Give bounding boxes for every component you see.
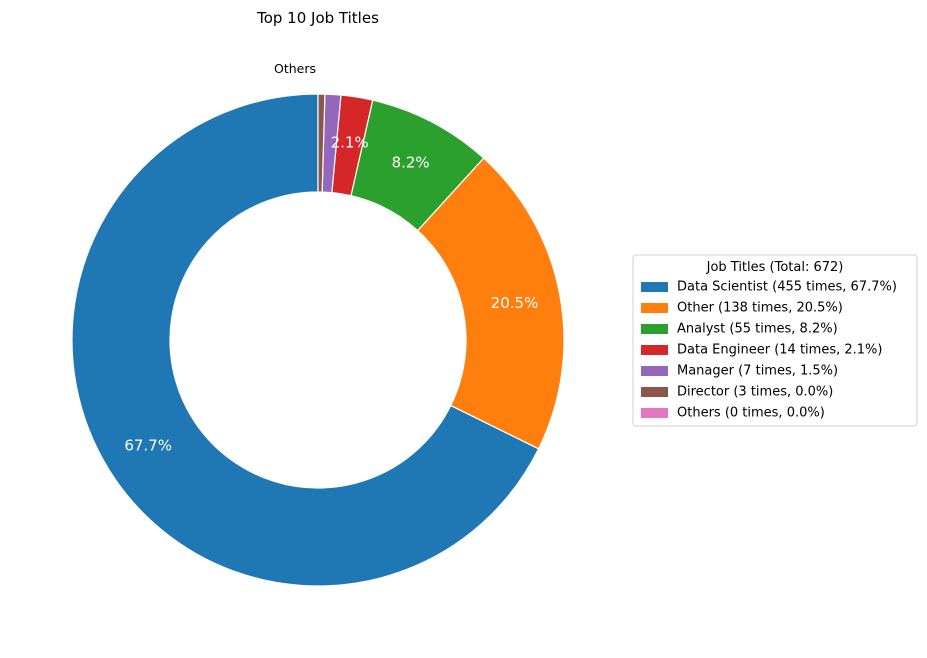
outer-slice-label: Others — [274, 61, 316, 76]
legend-label-others: Others (0 times, 0.0%) — [677, 406, 825, 421]
percent-labels: 67.7% 20.5% 8.2% 2.1% — [124, 134, 538, 455]
legend-label-other: Other (138 times, 20.5%) — [677, 301, 843, 316]
legend-swatch-data-engineer — [641, 345, 668, 355]
percent-label-other: 20.5% — [491, 294, 539, 312]
legend-label-data-engineer: Data Engineer (14 times, 2.1%) — [677, 343, 882, 358]
slice-data-scientist — [71, 93, 540, 587]
legend-swatch-data-scientist — [641, 282, 668, 292]
percent-label-data-engineer: 2.1% — [331, 134, 369, 152]
legend-swatch-other — [641, 303, 668, 313]
chart-title: Top 10 Job Titles — [256, 9, 379, 27]
legend-items: Data Scientist (455 times, 67.7%) Other (… — [641, 280, 897, 421]
legend-swatch-others — [641, 408, 668, 418]
legend-label-director: Director (3 times, 0.0%) — [677, 385, 833, 400]
legend-swatch-manager — [641, 366, 668, 376]
legend-swatch-director — [641, 387, 668, 397]
slice-director — [317, 93, 326, 193]
legend-frame — [632, 254, 918, 427]
legend-swatch-analyst — [641, 324, 668, 334]
legend-label-analyst: Analyst (55 times, 8.2%) — [677, 322, 838, 337]
donut-slices — [71, 93, 565, 587]
percent-label-data-scientist: 67.7% — [124, 437, 172, 455]
legend-title: Job Titles (Total: 672) — [706, 260, 844, 275]
percent-label-analyst: 8.2% — [392, 154, 430, 172]
legend: Job Titles (Total: 672) Data Scientist (… — [632, 254, 918, 427]
legend-label-data-scientist: Data Scientist (455 times, 67.7%) — [677, 280, 897, 295]
slice-other — [416, 157, 565, 450]
legend-label-manager: Manager (7 times, 1.5%) — [677, 364, 838, 379]
